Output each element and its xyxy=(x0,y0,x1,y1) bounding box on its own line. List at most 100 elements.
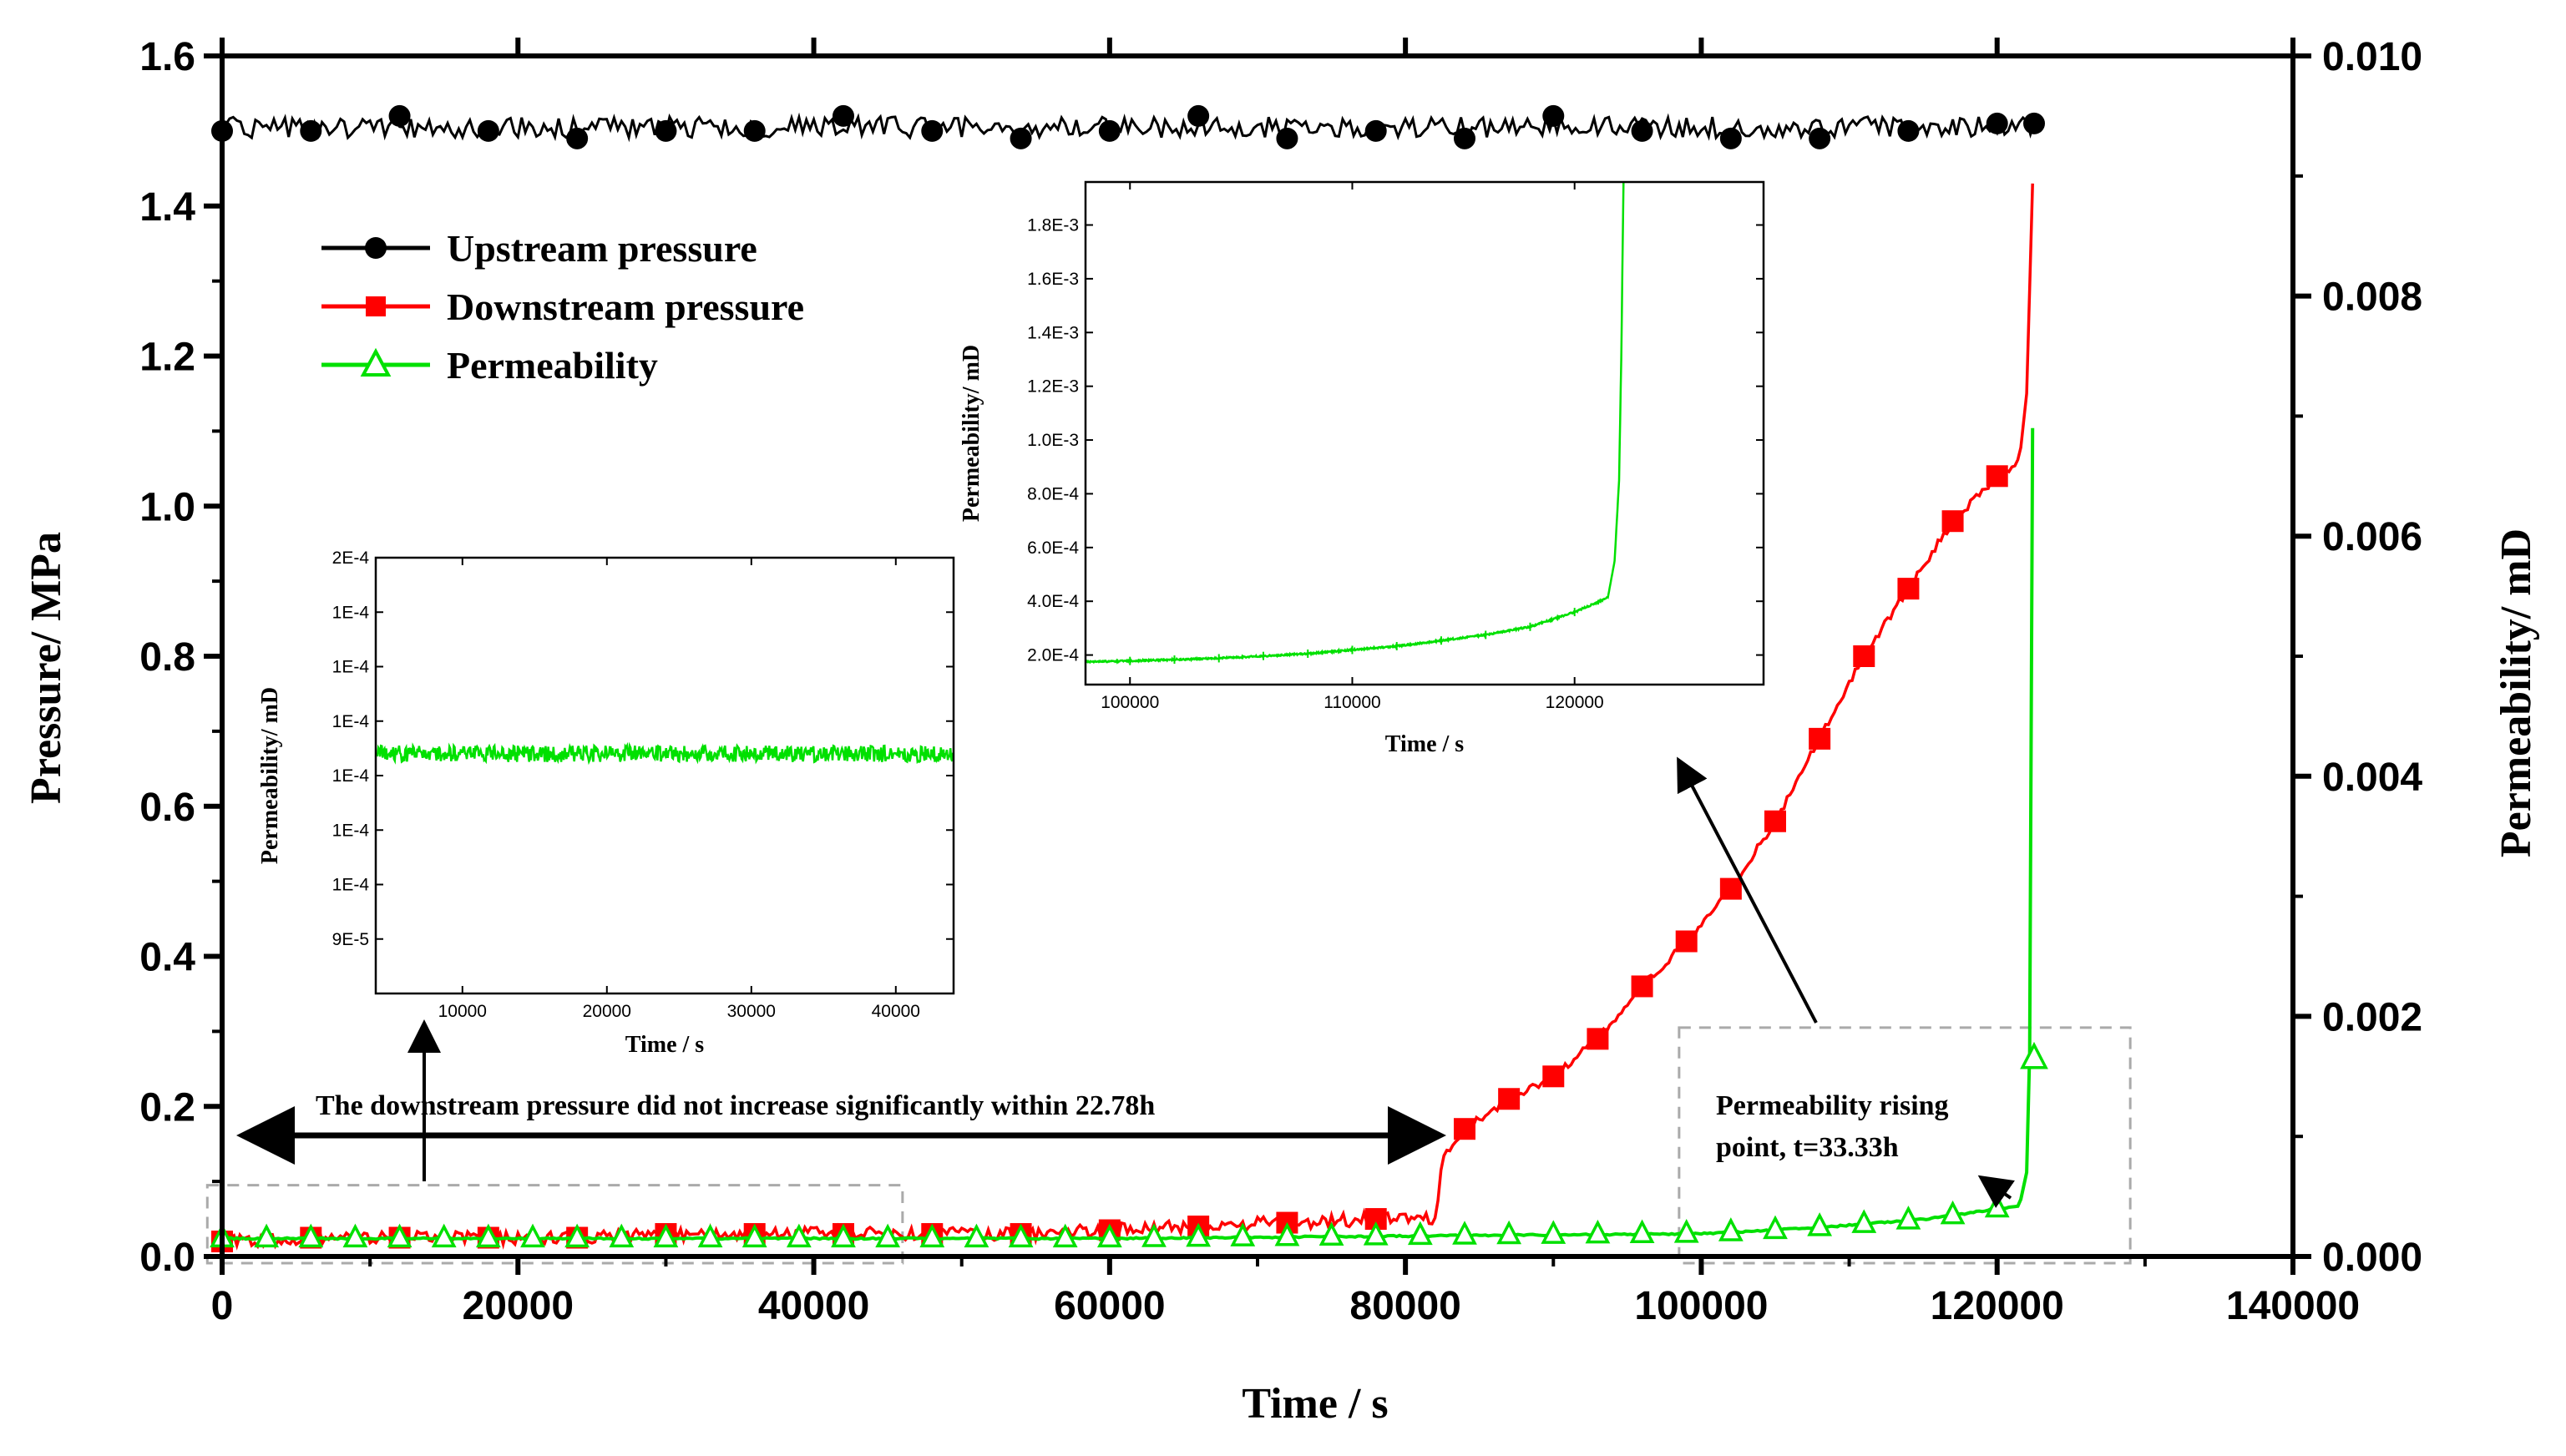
inset-left: 10000 20000 30000 40000 9E-5 1E-4 1E-4 1E-4 1E-4… xyxy=(257,549,955,1058)
permeability-marker xyxy=(831,1223,856,1248)
permeability-marker xyxy=(1541,1220,1566,1244)
permeability-marker xyxy=(697,1223,723,1248)
permeability-marker xyxy=(1274,1221,1300,1246)
downstream-pressure-marker xyxy=(1986,465,2008,488)
inset-y-tick-label: 1E-4 xyxy=(332,658,370,677)
permeability-marker xyxy=(254,1223,280,1248)
permeability-marker xyxy=(786,1223,812,1248)
annotation-rising-line1: Permeability rising xyxy=(1716,1090,1949,1121)
legend-marker-circle xyxy=(365,237,387,259)
inset-x-tick-label: 120000 xyxy=(1546,693,1604,712)
permeability-marker xyxy=(520,1223,545,1248)
legend-label-upstream: Upstream pressure xyxy=(447,227,757,270)
inset-series-line xyxy=(1085,181,1625,665)
upstream-pressure-marker xyxy=(1809,127,1831,149)
inset-x-tick-label: 10000 xyxy=(438,1002,487,1021)
y-left-tick-label: 1.2 xyxy=(139,336,195,380)
legend-label-downstream: Downstream pressure xyxy=(447,286,804,328)
inset-background xyxy=(376,558,954,993)
inset-x-tick-label: 100000 xyxy=(1101,693,1159,712)
inset-y-tick-label: 2E-4 xyxy=(332,549,370,568)
x-axis-title: Time / s xyxy=(1242,1380,1388,1428)
permeability-marker xyxy=(1407,1221,1433,1246)
permeability-marker xyxy=(1096,1223,1122,1248)
y-left-tick-label: 1.0 xyxy=(139,485,195,529)
highlight-box-right xyxy=(1678,1026,2132,1265)
permeability-marker xyxy=(1851,1209,1877,1233)
permeability-marker xyxy=(1763,1215,1788,1240)
inset-background xyxy=(1086,182,1764,685)
legend-entry-downstream: Downstream pressure xyxy=(321,286,804,328)
y-right-tick-label: 0.000 xyxy=(2322,1236,2422,1280)
downstream-pressure-marker xyxy=(1809,727,1831,750)
highlight-boxes xyxy=(205,1026,2132,1265)
upstream-pressure-marker xyxy=(477,119,499,142)
downstream-pressure-marker xyxy=(1587,1028,1609,1050)
permeability-marker xyxy=(919,1223,945,1248)
permeability-marker xyxy=(1318,1221,1344,1246)
y-right-tick-label: 0.002 xyxy=(2322,995,2422,1039)
highlight-box-left xyxy=(205,1184,904,1265)
permeability-marker xyxy=(875,1223,901,1248)
upstream-pressure-marker xyxy=(388,104,411,127)
inset-y-tick-label: 1E-4 xyxy=(332,603,370,622)
y-right-tick-label: 0.004 xyxy=(2322,756,2422,800)
inset-y-tick-label: 8.0E-4 xyxy=(1027,484,1079,503)
legend-label-permeability: Permeability xyxy=(447,344,658,387)
permeability-marker xyxy=(1452,1221,1477,1245)
y-axis-right-title: Permeability/ mD xyxy=(2493,528,2540,857)
upstream-pressure-marker xyxy=(566,127,589,149)
permeability-marker xyxy=(1363,1221,1389,1246)
permeability-marker xyxy=(1718,1217,1744,1241)
downstream-pressure-marker xyxy=(1897,578,1920,600)
y-axis-left-title: Pressure/ MPa xyxy=(23,532,70,804)
downstream-pressure-marker xyxy=(1941,510,1964,533)
upstream-pressure-marker xyxy=(2023,112,2045,134)
main-axes: 0 20000 40000 60000 80000 100000 120000 1400000… xyxy=(139,35,2422,1328)
upstream-pressure-marker xyxy=(1010,127,1032,149)
inset-y-tick-label: 1.0E-3 xyxy=(1027,431,1079,450)
permeability-marker xyxy=(1673,1219,1699,1243)
legend-marker-triangle xyxy=(360,347,392,377)
downstream-pressure-marker xyxy=(1853,645,1875,667)
upstream-pressure-marker xyxy=(1276,127,1298,149)
inset-frame xyxy=(1084,180,1765,686)
annotation-right-inset-arrow xyxy=(1677,756,1818,1024)
annotations: The downstream pressure did not increase… xyxy=(236,756,2015,1208)
permeability-marker xyxy=(564,1223,590,1248)
annotation-rising-line2: point, t=33.33h xyxy=(1716,1132,1899,1163)
permeability-marker xyxy=(1940,1200,1966,1225)
inset-y-tick-label: 1.6E-3 xyxy=(1027,270,1079,289)
upstream-pressure-marker xyxy=(655,119,677,142)
inset-x-tick-label: 30000 xyxy=(727,1002,776,1021)
permeability-marker xyxy=(1807,1212,1833,1236)
inset-right: 100000 110000 120000 2.0E-4 4.0E-4 6.0E-4 8.0E… xyxy=(959,180,1765,757)
inset-y-tick-label: 4.0E-4 xyxy=(1027,592,1079,611)
inset-y-tick-label: 1E-4 xyxy=(332,876,370,895)
permeability-marker xyxy=(431,1223,457,1248)
upstream-pressure-marker xyxy=(1454,127,1475,149)
x-tick-label: 120000 xyxy=(1931,1284,2064,1328)
y-left-tick-label: 0.2 xyxy=(139,1085,195,1130)
upstream-pressure-marker xyxy=(1897,119,1920,142)
x-tick-label: 40000 xyxy=(758,1284,869,1328)
permeability-marker xyxy=(1629,1219,1655,1243)
inset-x-tick-label: 110000 xyxy=(1323,693,1381,712)
permeability-marker xyxy=(1141,1223,1167,1247)
permeability-marker xyxy=(609,1223,635,1248)
upstream-pressure-marker xyxy=(1187,104,1210,127)
permeability-marker xyxy=(298,1223,324,1248)
inset-x-tick-label: 20000 xyxy=(583,1002,631,1021)
upstream-pressure-marker xyxy=(1986,112,2008,134)
downstream-pressure-marker xyxy=(1764,810,1786,832)
inset-y-tick-label: 1E-4 xyxy=(332,766,370,786)
upstream-pressure-marker xyxy=(1631,119,1653,142)
x-tick-label: 80000 xyxy=(1349,1284,1460,1328)
downstream-pressure-marker xyxy=(1675,930,1698,953)
x-tick-label: 140000 xyxy=(2226,1284,2360,1328)
upstream-pressure-marker xyxy=(1542,104,1565,127)
inset-y-axis-title: Permeability/ mD xyxy=(257,687,283,864)
permeability-marker xyxy=(964,1223,989,1248)
permeability-marker xyxy=(1052,1223,1078,1248)
